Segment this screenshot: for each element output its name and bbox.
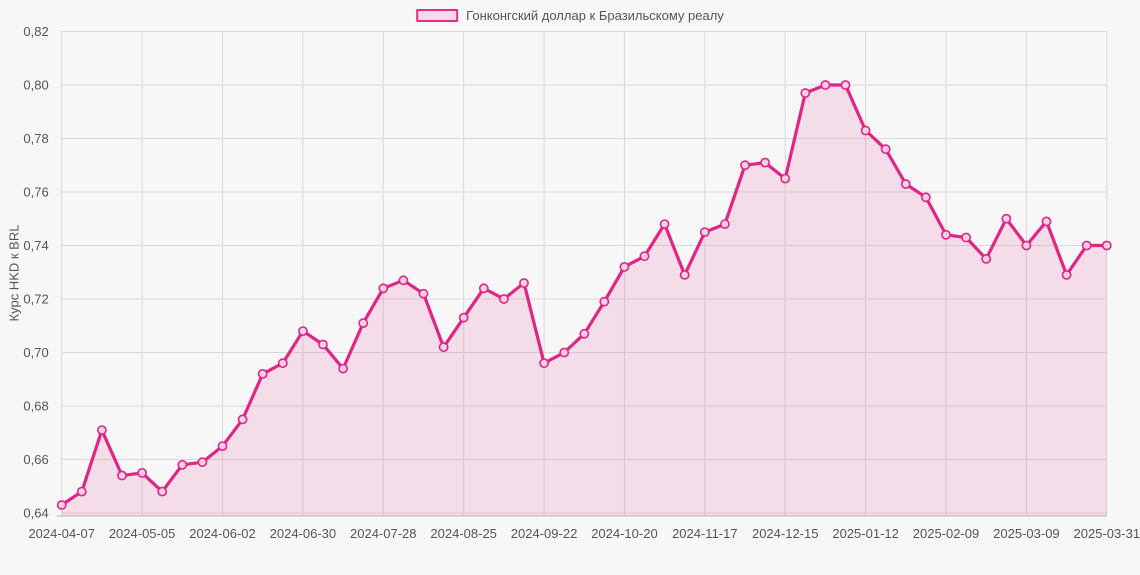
x-tick-label: 2024-09-22: [511, 526, 578, 541]
y-tick-label: 0,82: [23, 24, 48, 39]
data-point[interactable]: [117, 470, 127, 481]
y-tick-label: 0,66: [23, 452, 48, 467]
data-point[interactable]: [137, 467, 147, 478]
data-point[interactable]: [358, 318, 369, 328]
data-point[interactable]: [961, 232, 971, 243]
x-tick-label: 2024-04-07: [28, 526, 95, 541]
data-point[interactable]: [679, 269, 690, 280]
data-point[interactable]: [780, 173, 791, 184]
x-tick-label: 2024-06-02: [189, 526, 256, 541]
data-point[interactable]: [900, 179, 911, 189]
data-point[interactable]: [1041, 216, 1052, 227]
y-tick-label: 0,80: [23, 78, 48, 93]
data-point[interactable]: [800, 88, 811, 98]
data-point[interactable]: [338, 363, 348, 374]
data-point[interactable]: [498, 294, 509, 304]
data-point[interactable]: [760, 157, 770, 168]
data-point[interactable]: [418, 288, 429, 299]
data-point[interactable]: [56, 500, 67, 510]
data-point[interactable]: [599, 296, 610, 307]
data-point[interactable]: [740, 160, 750, 171]
y-tick-label: 0,68: [23, 399, 48, 414]
data-point[interactable]: [277, 358, 288, 369]
data-point[interactable]: [76, 486, 87, 497]
data-point[interactable]: [921, 192, 931, 203]
area-fill: [61, 85, 1107, 516]
data-point[interactable]: [1021, 240, 1032, 251]
data-point[interactable]: [478, 283, 489, 294]
x-tick-label: 2024-11-17: [672, 526, 738, 541]
data-point[interactable]: [579, 328, 590, 339]
chart-legend[interactable]: Гонконгский доллар к Бразильскому реалу: [416, 6, 724, 24]
y-axis-title: Курс HKD к BRL: [6, 224, 22, 322]
data-point[interactable]: [1001, 213, 1012, 224]
y-tick-label: 0,76: [23, 185, 48, 200]
x-tick-label: 2024-05-05: [109, 526, 176, 541]
data-point[interactable]: [659, 219, 670, 229]
data-point[interactable]: [318, 339, 328, 350]
x-tick-label: 2025-02-09: [913, 526, 980, 541]
legend-label: Гонконгский доллар к Бразильскому реалу: [466, 7, 724, 23]
x-tick-label: 2024-10-20: [591, 526, 658, 541]
data-point[interactable]: [1081, 240, 1092, 251]
data-point[interactable]: [639, 251, 650, 262]
y-tick-label: 0,78: [23, 131, 48, 146]
data-point[interactable]: [97, 425, 107, 435]
y-tick-label: 0,74: [23, 238, 48, 253]
data-point[interactable]: [559, 347, 570, 358]
data-point[interactable]: [880, 144, 891, 155]
data-point[interactable]: [699, 227, 710, 237]
legend-swatch-icon: [416, 8, 459, 22]
x-tick-label: 2025-03-31: [1074, 526, 1140, 541]
y-tick-label: 0,70: [23, 345, 48, 360]
data-point[interactable]: [539, 358, 549, 369]
x-tick-label: 2024-07-28: [350, 526, 417, 541]
data-point[interactable]: [398, 275, 409, 286]
data-point[interactable]: [157, 486, 168, 497]
data-point[interactable]: [820, 80, 831, 90]
data-point[interactable]: [458, 312, 469, 323]
x-tick-label: 2024-08-25: [430, 526, 497, 541]
x-tick-label: 2025-03-09: [993, 526, 1060, 541]
data-point[interactable]: [619, 261, 630, 272]
data-point[interactable]: [297, 326, 308, 336]
data-point[interactable]: [438, 342, 449, 353]
x-tick-label: 2025-01-12: [832, 526, 899, 541]
x-tick-label: 2024-06-30: [270, 526, 337, 541]
data-point[interactable]: [177, 459, 188, 470]
data-point[interactable]: [257, 368, 268, 379]
data-point[interactable]: [1061, 269, 1072, 280]
data-point[interactable]: [197, 457, 208, 468]
data-point[interactable]: [1101, 240, 1112, 251]
data-point[interactable]: [981, 253, 992, 264]
x-tick-label: 2024-12-15: [752, 526, 819, 541]
data-point[interactable]: [840, 80, 851, 90]
data-point[interactable]: [720, 219, 730, 229]
y-tick-label: 0,72: [23, 292, 48, 307]
data-point[interactable]: [860, 125, 871, 136]
data-point[interactable]: [217, 441, 228, 451]
data-point[interactable]: [941, 229, 951, 240]
data-point[interactable]: [378, 283, 389, 294]
data-point[interactable]: [519, 278, 529, 288]
y-tick-label: 0,64: [23, 506, 48, 521]
data-point[interactable]: [237, 414, 248, 425]
